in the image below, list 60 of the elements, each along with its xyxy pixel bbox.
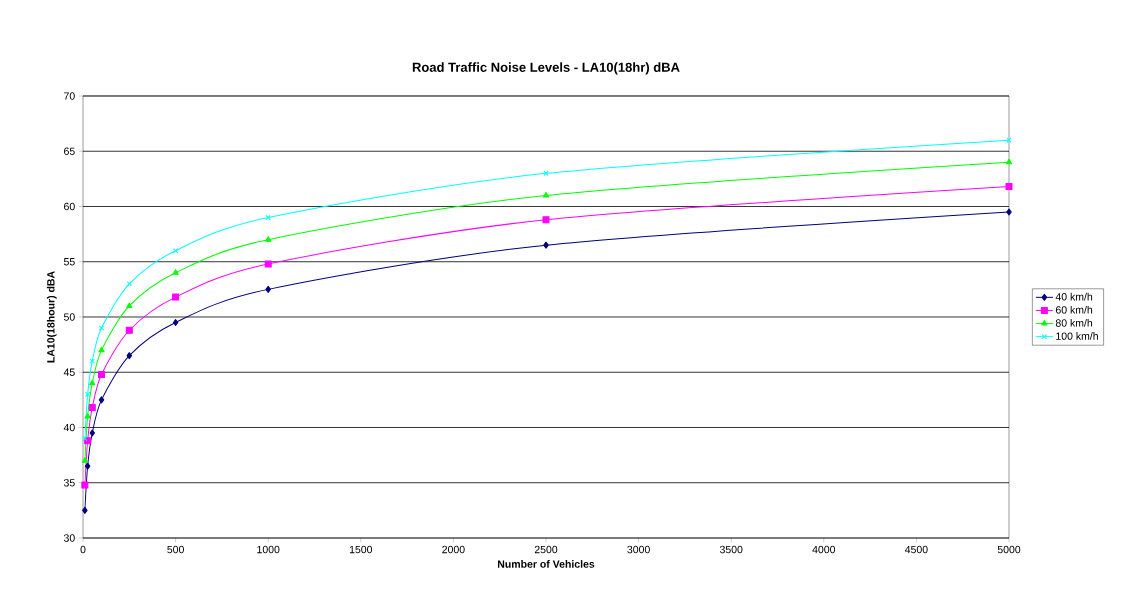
legend-label: 40 km/h — [1055, 292, 1093, 301]
x-tick-label: 1500 — [349, 545, 373, 554]
point — [98, 396, 105, 404]
x-tick-label: 500 — [167, 545, 184, 554]
point — [126, 281, 132, 287]
y-tick-label: 70 — [64, 92, 75, 100]
x-tick-label: 4000 — [812, 545, 836, 554]
point — [125, 326, 133, 334]
point — [264, 260, 272, 268]
y-tick-label: 65 — [64, 147, 75, 155]
point — [172, 319, 179, 327]
x-tick-label: 2000 — [442, 545, 465, 554]
point — [82, 506, 88, 514]
point — [84, 412, 91, 419]
point — [265, 236, 272, 242]
x-tick-label: 0 — [80, 545, 86, 554]
point — [265, 285, 271, 293]
y-tick-label: 55 — [63, 258, 75, 266]
point — [1005, 183, 1013, 191]
point — [543, 241, 549, 249]
point — [89, 429, 96, 437]
point — [81, 481, 89, 489]
point — [85, 391, 91, 397]
point — [126, 302, 133, 308]
point — [98, 346, 105, 353]
point — [1006, 208, 1012, 216]
x-axis-title: Number of Vehicles — [497, 560, 595, 568]
y-tick-label: 50 — [63, 313, 75, 321]
x-tick-label: 2500 — [534, 545, 558, 554]
x-tick-label: 5000 — [997, 545, 1021, 554]
point — [84, 462, 91, 470]
point — [98, 370, 106, 378]
point — [542, 216, 550, 224]
point — [542, 191, 550, 198]
x-tick-label: 1000 — [257, 545, 280, 554]
point — [1005, 158, 1013, 165]
x-tick-label: 3000 — [627, 545, 650, 554]
legend-label: 100 km/h — [1056, 332, 1098, 340]
y-tick-label: 40 — [63, 423, 75, 432]
legend-label: 60 km/h — [1055, 305, 1093, 314]
y-tick-label: 35 — [63, 479, 75, 487]
point — [543, 170, 549, 176]
point — [126, 352, 133, 360]
point — [172, 293, 180, 301]
chart-title: Road Traffic Noise Levels - LA10(18hr) dBA — [412, 62, 680, 75]
point — [81, 457, 88, 463]
point — [88, 404, 96, 412]
y-tick-label: 45 — [63, 368, 75, 376]
y-axis-title: LA10(18hour) dBA — [46, 271, 57, 363]
y-tick-label: 30 — [63, 534, 75, 542]
point — [172, 248, 179, 254]
y-tick-label: 60 — [64, 202, 75, 211]
x-tick-label: 4500 — [904, 545, 928, 554]
point — [89, 379, 96, 386]
point — [98, 325, 105, 331]
point — [89, 358, 95, 364]
point — [172, 269, 179, 275]
point — [265, 214, 271, 221]
x-tick-label: 3500 — [719, 545, 743, 554]
legend-label: 80 km/h — [1055, 319, 1093, 327]
